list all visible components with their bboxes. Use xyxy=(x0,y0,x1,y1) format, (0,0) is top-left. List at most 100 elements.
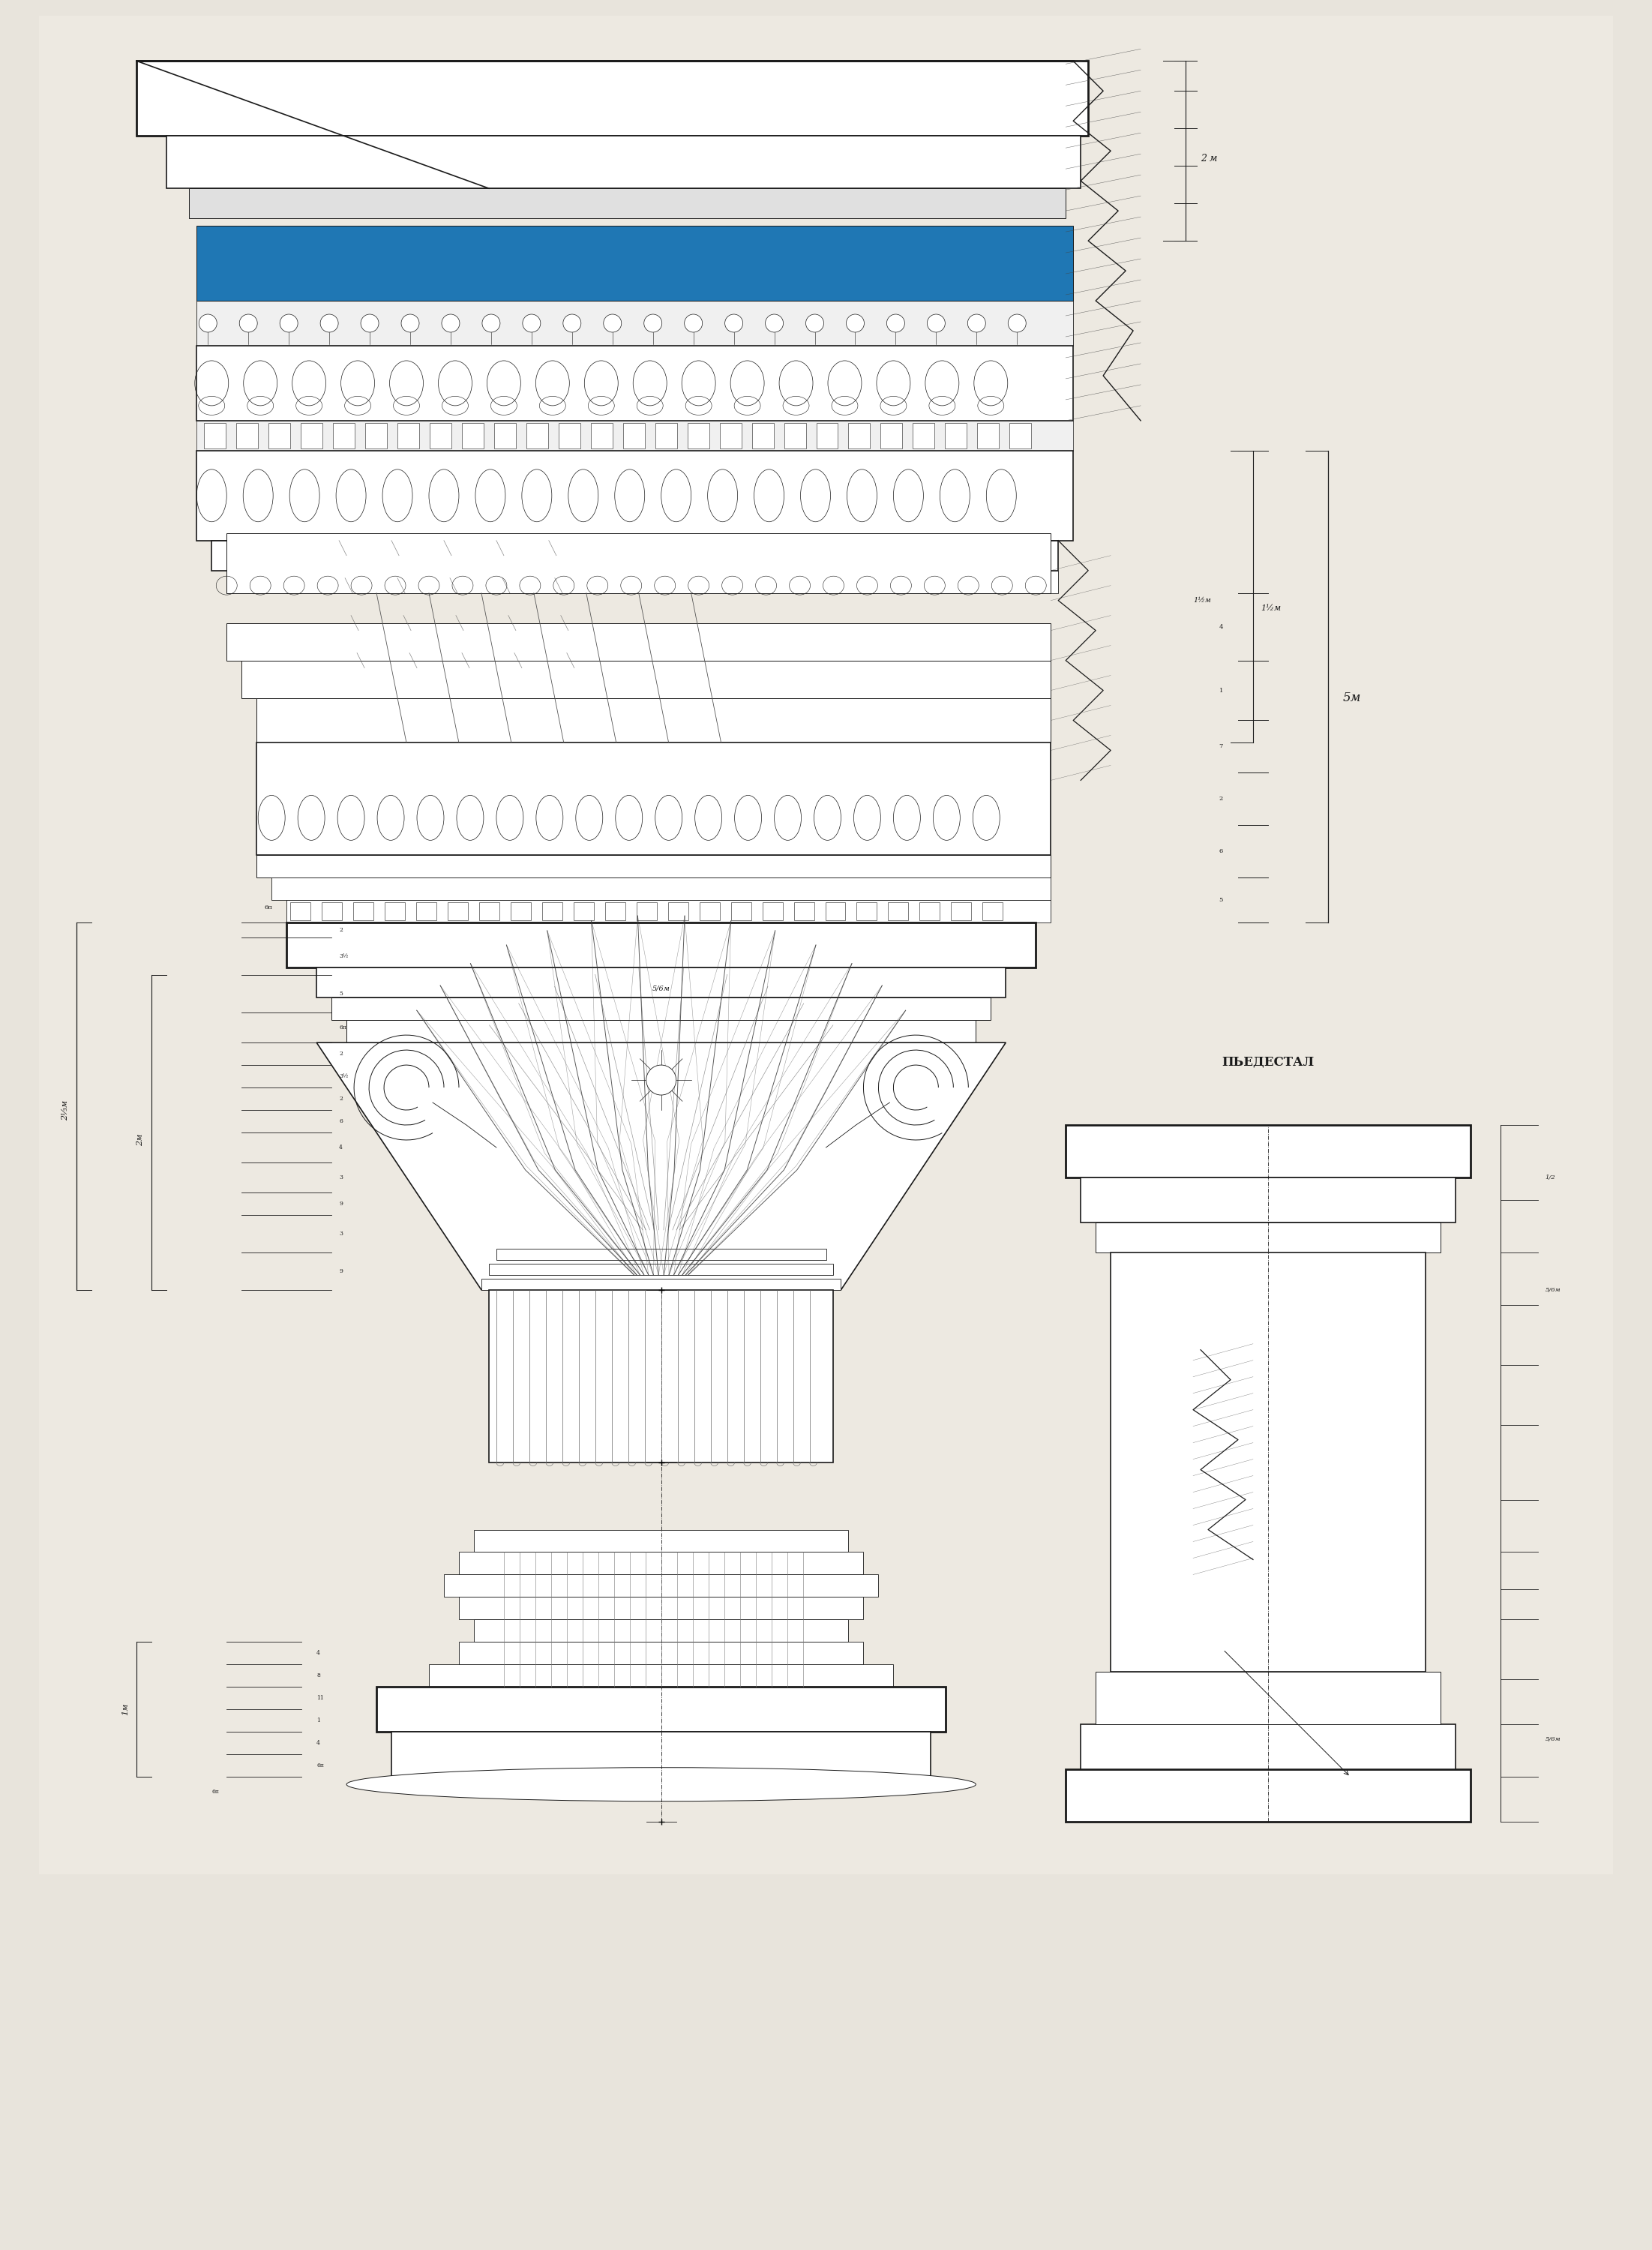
Text: 11: 11 xyxy=(317,1694,324,1701)
Bar xyxy=(197,450,1074,540)
Text: 1: 1 xyxy=(317,1717,320,1724)
Bar xyxy=(978,423,999,448)
Bar xyxy=(431,225,456,292)
Text: 2⅓м: 2⅓м xyxy=(61,1100,69,1120)
Bar xyxy=(365,423,387,448)
Bar xyxy=(226,533,1051,594)
Bar xyxy=(725,225,750,292)
Bar xyxy=(1095,1672,1441,1724)
Bar xyxy=(334,423,355,448)
Text: 8: 8 xyxy=(317,1672,320,1678)
Bar xyxy=(286,225,311,292)
Bar xyxy=(197,302,1074,346)
Bar xyxy=(836,225,861,292)
Bar xyxy=(857,902,877,920)
Bar xyxy=(510,902,530,920)
Bar xyxy=(656,423,677,448)
Text: 2: 2 xyxy=(339,1096,342,1102)
Circle shape xyxy=(360,315,378,333)
Bar xyxy=(416,902,436,920)
Bar xyxy=(730,902,752,920)
Circle shape xyxy=(1008,315,1026,333)
Text: 1/2: 1/2 xyxy=(1545,1174,1556,1181)
Bar xyxy=(385,902,405,920)
Text: 1: 1 xyxy=(1219,688,1222,693)
Bar xyxy=(909,225,933,292)
Bar xyxy=(256,855,1051,878)
Circle shape xyxy=(320,315,339,333)
Circle shape xyxy=(240,315,258,333)
Bar xyxy=(914,423,935,448)
Text: 9: 9 xyxy=(339,1269,342,1273)
Bar xyxy=(1110,1253,1426,1672)
Text: 4: 4 xyxy=(317,1739,320,1746)
Text: 3: 3 xyxy=(339,1174,342,1181)
Bar xyxy=(720,423,742,448)
Bar xyxy=(506,225,530,292)
Bar xyxy=(667,902,689,920)
Text: ПЬЕДЕСТАЛ: ПЬЕДЕСТАЛ xyxy=(1222,1055,1315,1069)
Bar xyxy=(636,902,657,920)
Circle shape xyxy=(646,1064,676,1096)
Bar xyxy=(947,225,971,292)
Bar xyxy=(889,902,909,920)
Bar xyxy=(332,997,991,1019)
Circle shape xyxy=(279,315,297,333)
Text: 1м: 1м xyxy=(122,1703,129,1714)
Bar xyxy=(616,225,641,292)
Bar xyxy=(354,902,373,920)
Bar xyxy=(762,225,786,292)
Bar xyxy=(448,902,468,920)
Text: 6п: 6п xyxy=(211,1789,220,1796)
Bar xyxy=(623,423,644,448)
Bar xyxy=(167,135,1080,189)
Text: 3½: 3½ xyxy=(339,1073,349,1080)
Circle shape xyxy=(725,315,743,333)
Bar xyxy=(398,423,420,448)
Bar xyxy=(952,902,971,920)
Circle shape xyxy=(482,315,501,333)
Bar xyxy=(826,902,846,920)
Text: 5/6м: 5/6м xyxy=(1545,1287,1561,1294)
Bar xyxy=(377,1688,947,1732)
Bar xyxy=(137,61,1089,135)
Bar xyxy=(463,423,484,448)
Bar xyxy=(689,225,714,292)
Bar xyxy=(542,225,567,292)
Bar xyxy=(849,423,871,448)
Bar xyxy=(527,423,548,448)
Text: 1½м: 1½м xyxy=(1193,596,1211,603)
Bar xyxy=(1066,1768,1470,1822)
Text: 6п: 6п xyxy=(264,904,273,911)
Bar xyxy=(459,1598,864,1620)
Bar xyxy=(474,1620,849,1642)
Text: 6: 6 xyxy=(339,1118,342,1125)
Bar xyxy=(983,225,1008,292)
Bar xyxy=(211,540,1059,572)
Bar xyxy=(469,225,494,292)
Text: 6п: 6п xyxy=(317,1762,324,1768)
Bar xyxy=(489,1265,834,1276)
Bar xyxy=(256,698,1051,742)
Bar xyxy=(286,922,1036,968)
Text: 4: 4 xyxy=(339,1145,342,1150)
Bar xyxy=(920,902,940,920)
Text: 3½: 3½ xyxy=(339,954,349,958)
Text: 5/6м: 5/6м xyxy=(653,986,671,992)
Text: 2: 2 xyxy=(1219,796,1222,801)
Text: 2: 2 xyxy=(339,1051,342,1057)
Circle shape xyxy=(968,315,986,333)
Bar xyxy=(983,902,1003,920)
Bar xyxy=(573,902,593,920)
Bar xyxy=(317,968,1006,997)
Text: 5/6м: 5/6м xyxy=(1545,1737,1561,1742)
Bar xyxy=(256,742,1051,855)
Bar xyxy=(444,1575,879,1598)
Bar xyxy=(1009,423,1031,448)
Bar xyxy=(1095,1222,1441,1253)
Text: 6п: 6п xyxy=(339,1024,347,1030)
Text: 7: 7 xyxy=(1219,742,1222,749)
Text: 2: 2 xyxy=(339,927,342,934)
Circle shape xyxy=(846,315,864,333)
Text: 9: 9 xyxy=(339,1202,342,1206)
